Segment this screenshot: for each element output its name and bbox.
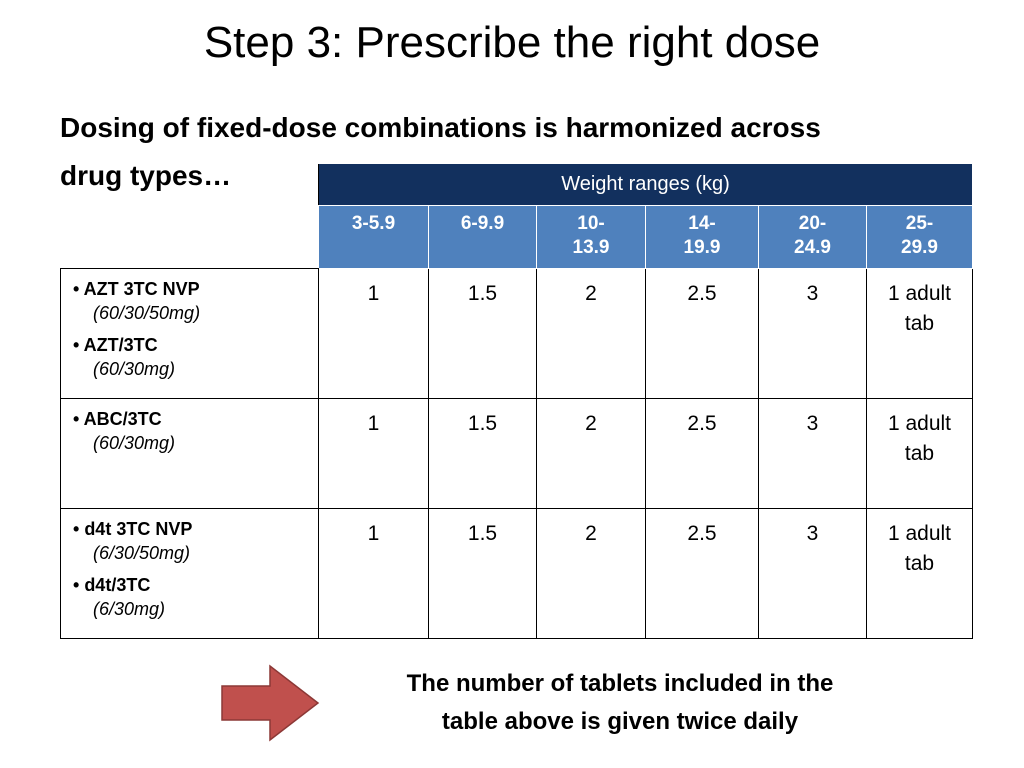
dose-value: 2.5 xyxy=(687,282,717,305)
blank-cell xyxy=(60,163,319,269)
group-header: Weight ranges (kg) xyxy=(318,163,973,206)
note: The number of tablets included in the xyxy=(406,670,834,697)
dose-value: 1 adult tab xyxy=(887,522,952,575)
drug-dose: (60/30/50mg) xyxy=(93,303,201,323)
subtitle: Dosing of fixed-dose combinations is har… xyxy=(60,112,821,143)
dose-cell: 2 xyxy=(536,508,646,639)
dose-cell: 2 xyxy=(536,268,646,399)
column-header: 6-9.9 xyxy=(428,205,537,269)
column-header: 14-19.9 xyxy=(645,205,759,269)
data-row: • d4t 3TC NVP (6/30/50mg) • d4t/3TC (6/30mg… xyxy=(60,508,973,639)
dose-value: 1 xyxy=(367,282,380,305)
dose-value: 2.5 xyxy=(687,412,717,435)
dose-cell: 1 adult tab xyxy=(866,508,973,639)
drug-name: • d4t 3TC NVP xyxy=(73,519,193,539)
column-label: 3-5.9 xyxy=(351,213,396,234)
header-row: Weight ranges (kg) xyxy=(60,163,973,269)
dose-value: 3 xyxy=(806,282,819,305)
drug-name-text: AZT/3TC xyxy=(83,335,158,355)
arrow xyxy=(221,664,320,742)
drug-name-text: ABC/3TC xyxy=(83,409,162,429)
drug-dose: (60/30mg) xyxy=(93,433,176,453)
drug-name-text: d4t 3TC NVP xyxy=(84,519,193,539)
dose-cell: 1 adult tab xyxy=(866,398,973,509)
dose-cell: 3 xyxy=(758,398,867,509)
dose-cell: 1 xyxy=(318,398,429,509)
dose-cell: 1 adult tab xyxy=(866,268,973,399)
data-row: • AZT 3TC NVP (60/30/50mg) • AZT/3TC (60/30… xyxy=(60,268,973,399)
dose-value: 1 xyxy=(367,522,380,545)
dose-value: 3 xyxy=(806,412,819,435)
dose-value: 1.5 xyxy=(467,282,498,305)
dose-value: 2 xyxy=(585,522,597,545)
dose-value: 2 xyxy=(585,282,597,305)
column-label: 14-19.9 xyxy=(683,213,721,258)
dose-value: 1.5 xyxy=(467,522,498,545)
dose-value: 2.5 xyxy=(687,522,717,545)
drug-name-text: AZT 3TC NVP xyxy=(83,279,200,299)
column-header: 10-13.9 xyxy=(536,205,646,269)
column-label: 25-29.9 xyxy=(901,213,938,258)
dose-value: 2 xyxy=(585,412,597,435)
drug-name-text: d4t/3TC xyxy=(84,575,151,595)
drug-cell: • AZT 3TC NVP (60/30/50mg) • AZT/3TC (60/30… xyxy=(60,268,319,399)
dose-value: 1 adult tab xyxy=(887,412,952,465)
dose-cell: 3 xyxy=(758,268,867,399)
data-row: • ABC/3TC (60/30mg) 1 1.5 2 2.5 3 1 adult tab xyxy=(60,398,973,509)
drug-name: • d4t/3TC xyxy=(73,575,151,595)
dose-cell: 1 xyxy=(318,268,429,399)
slide-title: Step 3: Prescribe the right dose xyxy=(203,18,821,67)
dose-value: 1 adult tab xyxy=(887,282,952,335)
drug-dose: (6/30/50mg) xyxy=(93,543,191,563)
dose-cell: 1 xyxy=(318,508,429,639)
drug-cell: • d4t 3TC NVP (6/30/50mg) • d4t/3TC (6/30mg… xyxy=(60,508,319,639)
dose-cell: 1.5 xyxy=(428,508,537,639)
column-label: 10-13.9 xyxy=(572,213,610,258)
dose-value: 1.5 xyxy=(467,412,498,435)
drug-dose: (60/30mg) xyxy=(93,359,176,379)
drug-name: • AZT/3TC xyxy=(73,335,158,355)
drug-name: • AZT 3TC NVP xyxy=(73,279,200,299)
drug-cell: • ABC/3TC (60/30mg) xyxy=(60,398,319,509)
column-label: 20-24.9 xyxy=(794,213,831,258)
header-row: 3-5.9 6-9.9 10-13.9 14-19.9 20-24.9 25-29.9 xyxy=(61,205,973,269)
dose-cell: 3 xyxy=(758,508,867,639)
dose-cell: 1.5 xyxy=(428,268,537,399)
drug-dose: (6/30mg) xyxy=(93,599,166,619)
column-header: 3-5.9 xyxy=(318,205,429,269)
dose-cell: 2 xyxy=(536,398,646,509)
column-header: 25-29.9 xyxy=(866,205,973,269)
dose-value: 3 xyxy=(806,522,819,545)
column-label: 6-9.9 xyxy=(460,213,505,234)
column-header: 20-24.9 xyxy=(758,205,867,269)
dosing-table: Weight ranges (kg) 3-5.9 6-9.9 10-13.9 14-19… xyxy=(60,163,973,639)
dose-cell: 2.5 xyxy=(645,508,759,639)
drug-name: • ABC/3TC xyxy=(73,409,162,429)
dose-value: 1 xyxy=(367,412,380,435)
note: table above is given twice daily xyxy=(441,708,799,735)
